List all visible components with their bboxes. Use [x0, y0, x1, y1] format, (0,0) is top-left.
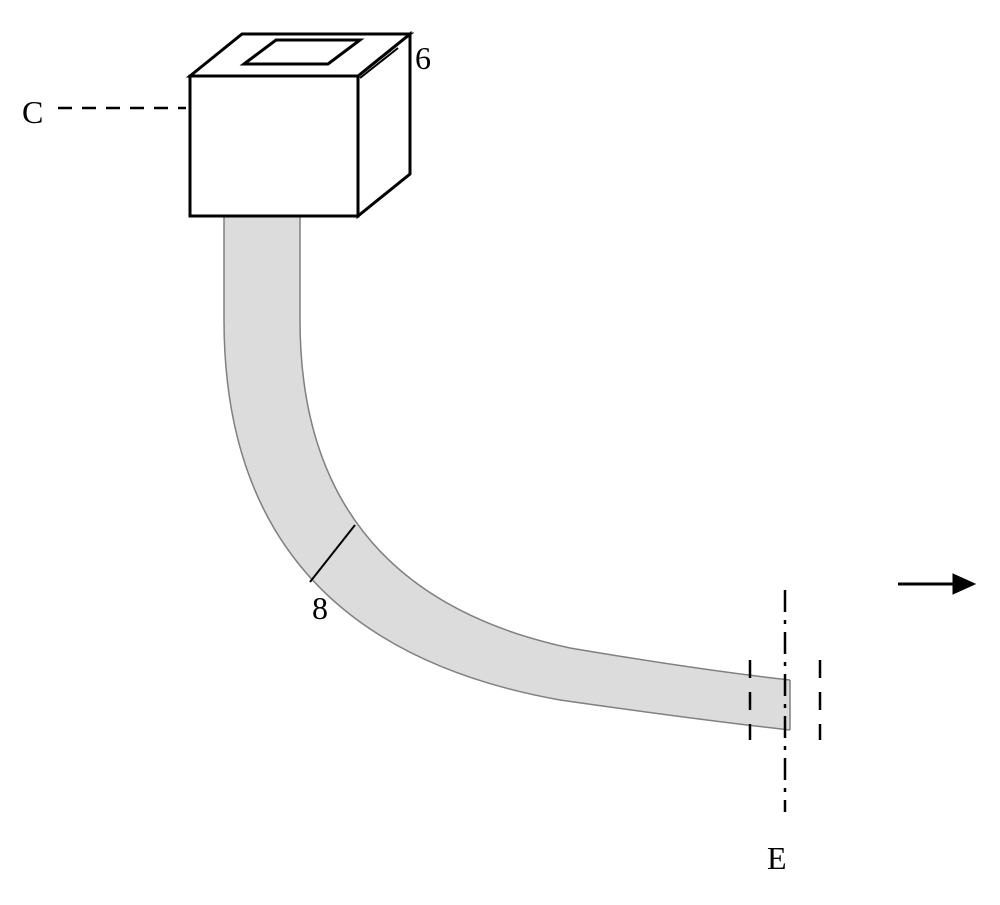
label-c: C — [22, 94, 43, 131]
box-front-face — [190, 76, 358, 216]
tube — [224, 216, 790, 730]
connector-box — [190, 34, 410, 216]
label-e: E — [767, 840, 787, 877]
direction-arrow — [898, 574, 975, 594]
label-6: 6 — [415, 40, 431, 77]
label-8: 8 — [312, 590, 328, 627]
arrow-head — [953, 574, 975, 594]
tube-body — [224, 216, 790, 730]
